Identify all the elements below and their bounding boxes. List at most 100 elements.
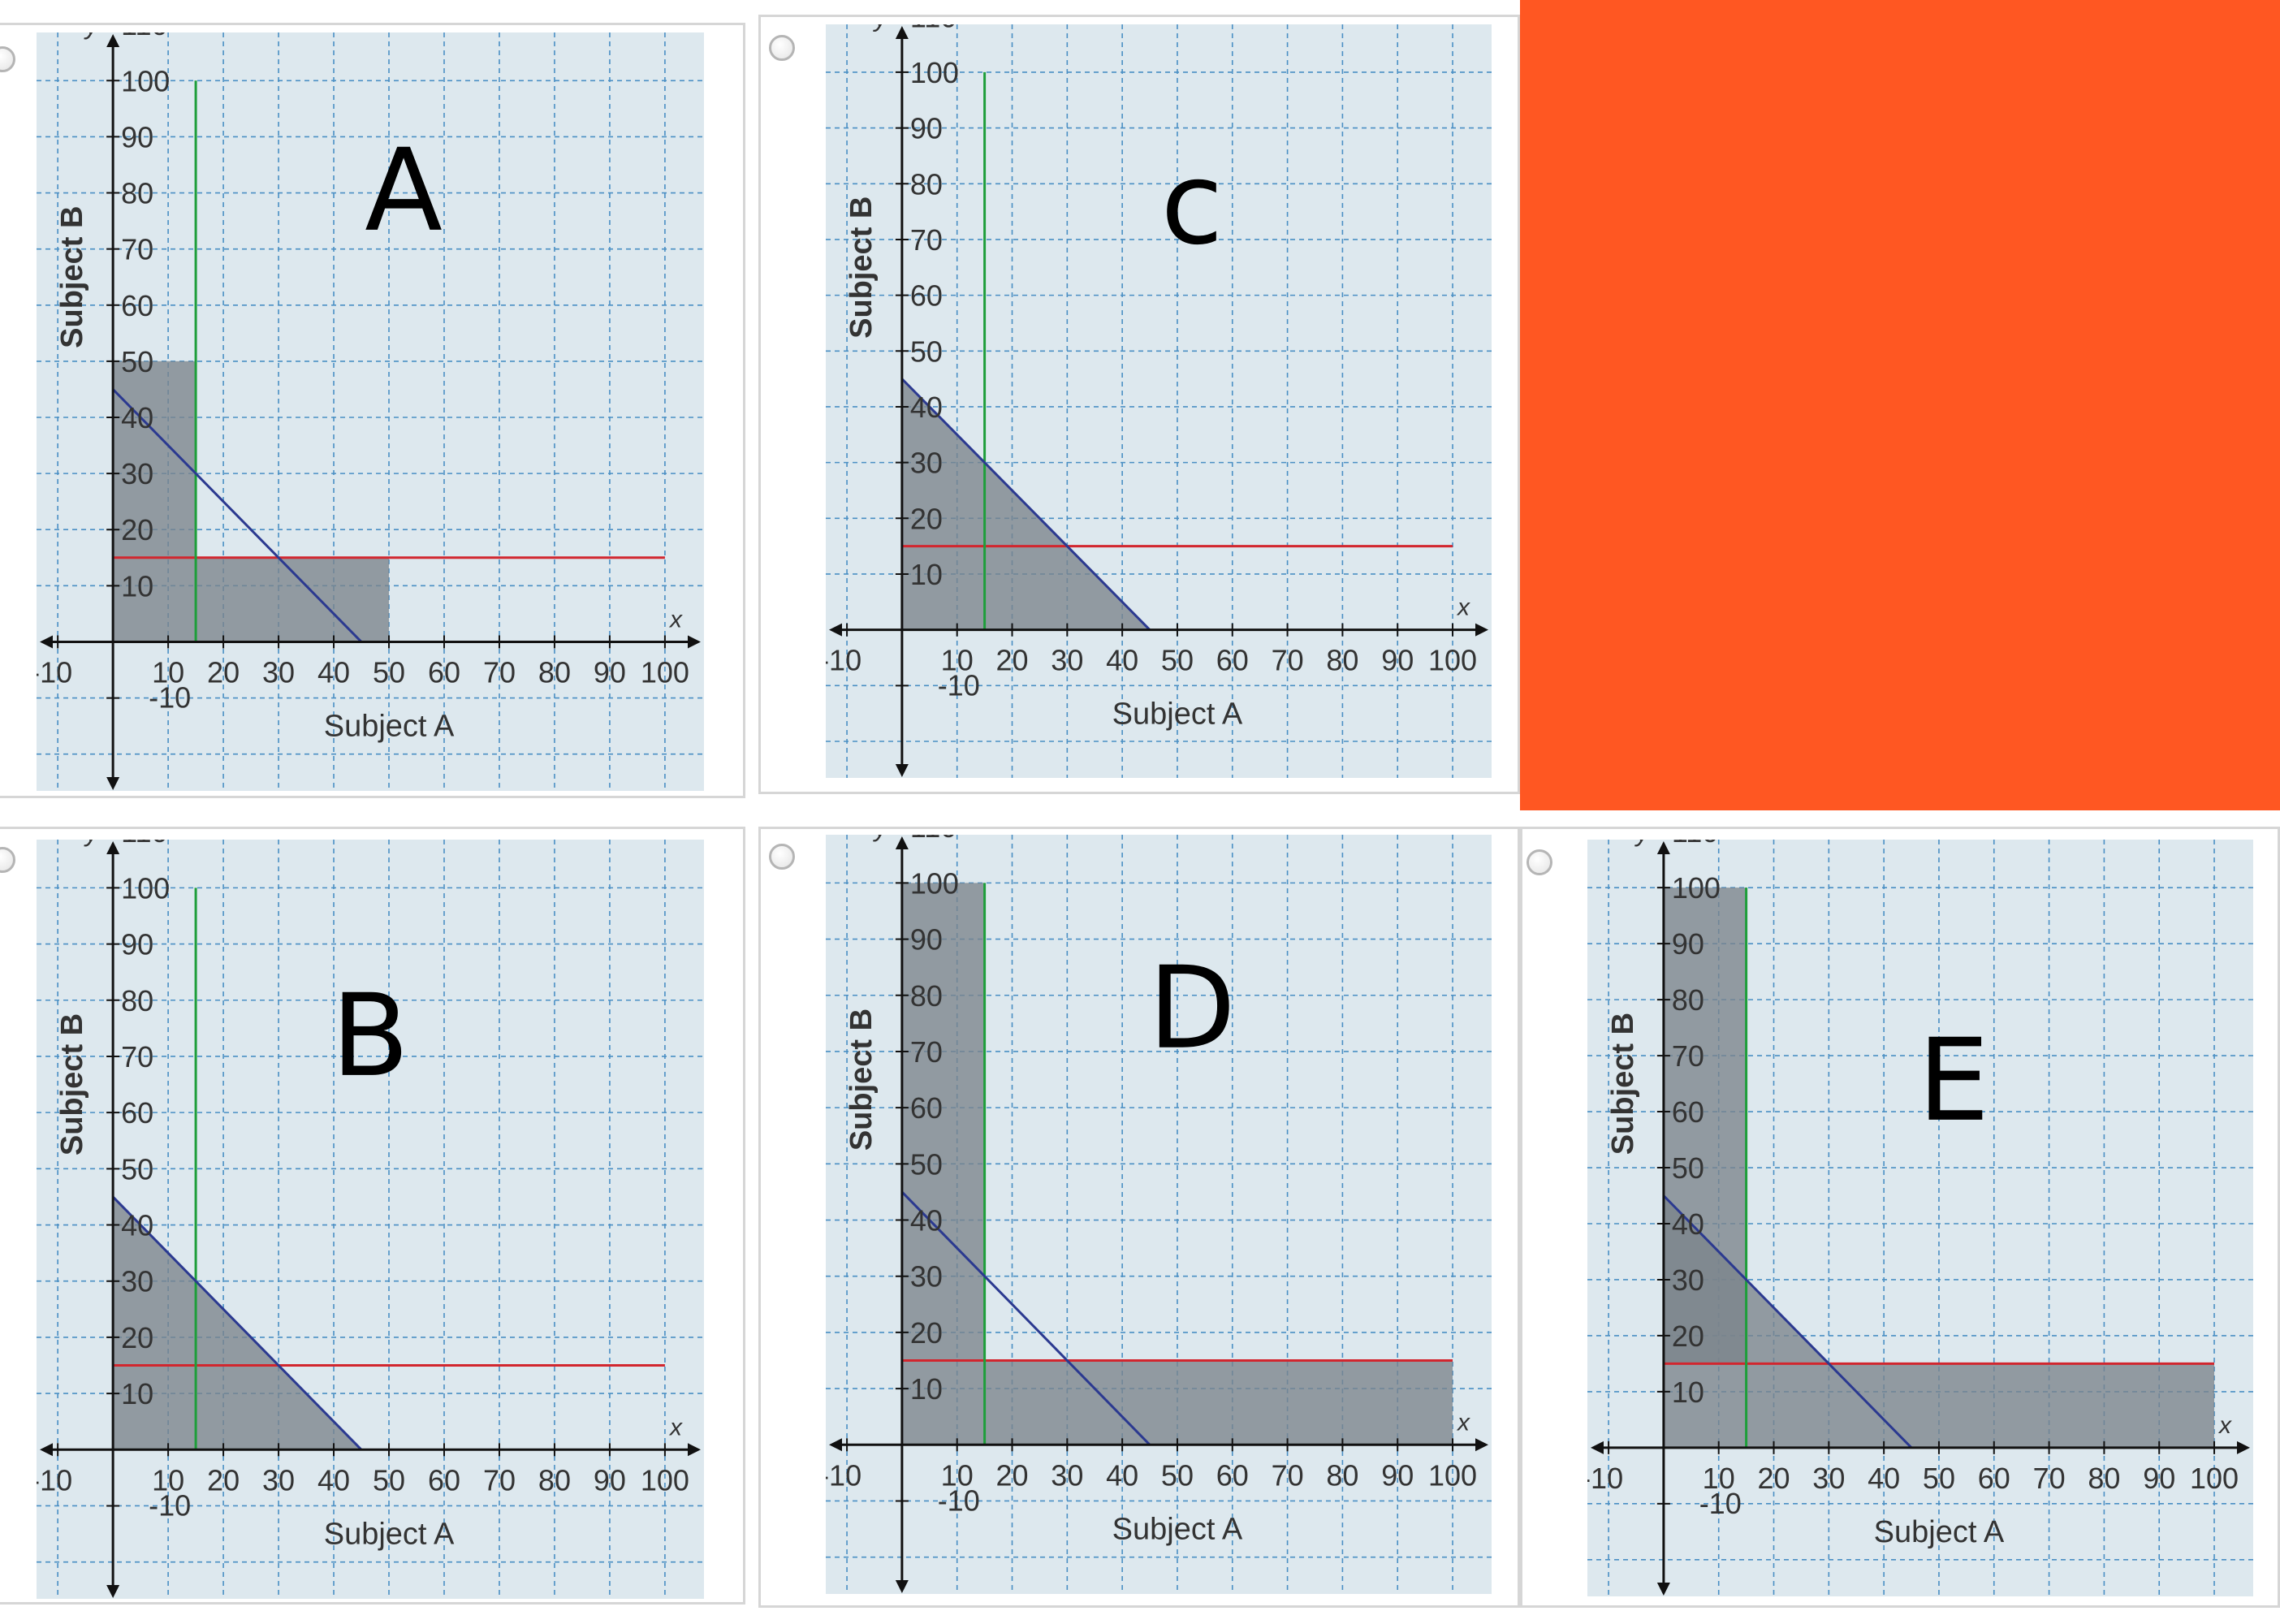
x-tick-label: -10 <box>826 644 861 677</box>
x-tick-label: 20 <box>207 1463 240 1497</box>
y-tick-label: 90 <box>1672 927 1704 961</box>
answer-option-b[interactable]: -10102030405060708090100-101020304050607… <box>0 827 745 1605</box>
y-tick-label: 90 <box>910 112 943 145</box>
y-tick-label: 20 <box>121 1321 153 1354</box>
y-tick-label: 10 <box>910 1372 943 1406</box>
x-tick-label: 10 <box>941 1458 974 1492</box>
x-tick-label: 20 <box>1757 1462 1790 1495</box>
x-tick-label: 90 <box>594 1463 626 1497</box>
orange-block <box>1520 0 2280 810</box>
x-axis-label: Subject A <box>324 709 455 743</box>
y-tick-label: 60 <box>910 1091 943 1125</box>
y-tick-label: -10 <box>149 681 191 715</box>
x-tick-label: 100 <box>1428 1458 1477 1492</box>
y-tick-label: 70 <box>1672 1039 1704 1073</box>
x-tick-label: 40 <box>1106 1458 1138 1492</box>
y-tick-label: 40 <box>910 1204 943 1237</box>
x-axis-label: Subject A <box>1112 1512 1243 1546</box>
y-tick-label: 40 <box>910 391 943 424</box>
y-tick-label: 20 <box>121 513 153 546</box>
x-tick-label: 50 <box>373 1463 405 1497</box>
answer-option-a[interactable]: -10102030405060708090100-101020304050607… <box>0 23 745 798</box>
graph-b: -10102030405060708090100-101020304050607… <box>37 840 704 1599</box>
answer-option-e[interactable]: -10102030405060708090100-101020304050607… <box>1520 827 2280 1608</box>
x-tick-label: 30 <box>1051 644 1083 677</box>
y-axis-label: Subject B <box>1606 1013 1640 1155</box>
x-axis-arrow-left <box>829 1438 842 1452</box>
y-tick-label: 40 <box>121 1209 153 1242</box>
y-tick-label: 90 <box>121 120 153 153</box>
x-tick-label: 60 <box>1216 1458 1249 1492</box>
option-letter: c <box>1161 138 1224 270</box>
y-axis-arrow-up <box>895 26 909 39</box>
y-tick-label: 100 <box>1672 871 1721 905</box>
y-axis-arrow-down <box>106 777 120 790</box>
y-tick-label: 40 <box>121 401 153 434</box>
x-tick-label: -10 <box>37 655 72 689</box>
y-tick-label: 40 <box>1672 1207 1704 1241</box>
y-axis-symbol: y <box>84 32 100 40</box>
x-axis-label: Subject A <box>1112 698 1243 732</box>
y-tick-label: 60 <box>121 289 153 322</box>
x-axis-symbol: x <box>668 1414 683 1440</box>
graph-c: -10102030405060708090100-101020304050607… <box>826 24 1492 778</box>
option-letter: A <box>365 125 443 257</box>
y-axis-arrow-up <box>1656 841 1670 854</box>
answer-option-c[interactable]: -10102030405060708090100-101020304050607… <box>758 15 1520 794</box>
x-tick-label: 100 <box>641 1463 689 1497</box>
y-tick-label: 80 <box>121 984 153 1017</box>
answer-option-d[interactable]: -10102030405060708090100-101020304050607… <box>758 827 1520 1608</box>
y-axis-label: Subject B <box>844 197 879 339</box>
shaded-region <box>113 361 390 642</box>
constraint-line-3 <box>900 378 1151 631</box>
constraint-line-3 <box>900 1190 1151 1446</box>
x-tick-label: 70 <box>483 655 516 689</box>
x-axis-arrow-right <box>688 1443 701 1457</box>
y-tick-label: -10 <box>149 1488 191 1522</box>
x-tick-label: 50 <box>1161 644 1194 677</box>
radio-button-d[interactable] <box>769 844 795 870</box>
x-tick-label: 20 <box>995 1458 1028 1492</box>
y-tick-label: 60 <box>910 279 943 313</box>
radio-button-c[interactable] <box>769 35 795 61</box>
x-axis-arrow-right <box>1475 1438 1488 1452</box>
x-tick-label: -10 <box>37 1463 72 1497</box>
y-tick-label: 100 <box>121 871 170 905</box>
y-tick-label: 110 <box>121 840 167 849</box>
y-axis-arrow-down <box>895 1580 909 1593</box>
y-tick-label: 110 <box>910 835 956 844</box>
option-letter: E <box>1918 1015 1989 1147</box>
y-tick-label: 50 <box>910 335 943 368</box>
y-tick-label: 110 <box>1672 840 1718 849</box>
radio-button-a[interactable] <box>0 46 15 72</box>
shaded-region <box>113 1196 362 1450</box>
y-tick-label: 60 <box>1672 1095 1704 1129</box>
y-tick-label: 20 <box>910 502 943 535</box>
x-axis-arrow-left <box>1591 1440 1604 1454</box>
graph-d: -10102030405060708090100-101020304050607… <box>826 835 1492 1594</box>
option-letter: B <box>331 970 409 1103</box>
graph-e: -10102030405060708090100-101020304050607… <box>1587 840 2253 1596</box>
x-tick-label: 10 <box>152 655 184 689</box>
y-tick-label: 90 <box>910 923 943 957</box>
radio-button-e[interactable] <box>1526 849 1552 875</box>
grid <box>37 840 704 1599</box>
x-axis-arrow-right <box>688 635 701 649</box>
y-tick-label: 70 <box>910 223 943 257</box>
x-tick-label: 40 <box>317 1463 350 1497</box>
y-tick-label: -10 <box>1699 1487 1742 1520</box>
x-tick-label: 30 <box>262 1463 295 1497</box>
x-tick-label: 100 <box>1428 644 1477 677</box>
y-tick-label: 20 <box>1672 1320 1704 1353</box>
plot-background <box>826 24 1492 778</box>
y-tick-label: 110 <box>910 24 956 33</box>
x-tick-label: 90 <box>1381 1458 1414 1492</box>
y-axis-arrow-down <box>1656 1583 1670 1596</box>
y-tick-label: 100 <box>910 56 959 89</box>
radio-button-b[interactable] <box>0 847 15 873</box>
y-tick-label: 10 <box>1672 1376 1704 1409</box>
y-tick-label: 20 <box>910 1316 943 1350</box>
option-letter: D <box>1148 943 1236 1075</box>
x-tick-label: 60 <box>428 1463 460 1497</box>
x-tick-label: 50 <box>1161 1458 1194 1492</box>
